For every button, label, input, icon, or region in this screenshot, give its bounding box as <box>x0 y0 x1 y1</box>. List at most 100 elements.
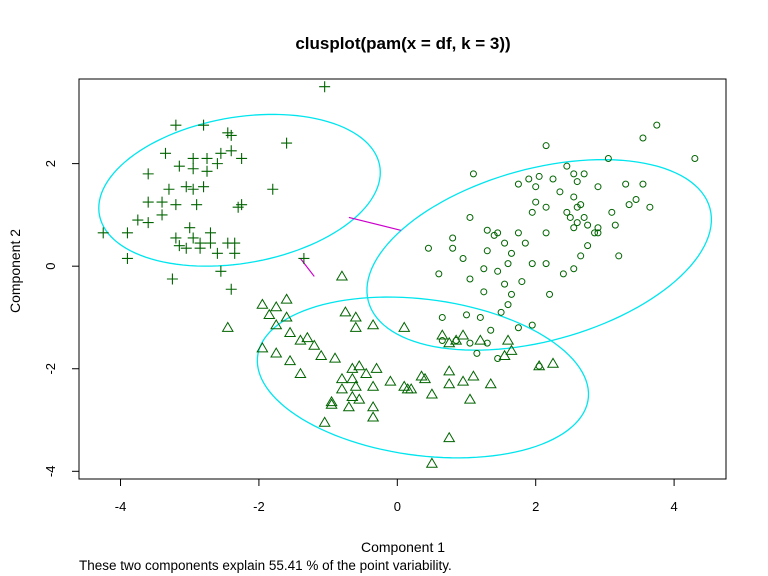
point-circle-25 <box>625 201 633 209</box>
point-circle-64 <box>466 275 474 283</box>
point-triangle-22 <box>328 352 342 363</box>
point-circle-33 <box>580 213 588 221</box>
x-tick-label: 2 <box>532 499 539 514</box>
point-circle-3 <box>691 154 699 162</box>
point-plus-24 <box>156 196 168 208</box>
point-plus-43 <box>180 242 192 254</box>
point-triangle-38 <box>467 370 480 381</box>
y-tick-label: 2 <box>43 160 58 167</box>
point-circle-73 <box>463 311 471 319</box>
point-circle-7 <box>469 170 477 178</box>
y-axis-label: Component 2 <box>7 229 23 313</box>
point-plus-2 <box>170 119 182 131</box>
point-triangle-50 <box>474 334 487 345</box>
point-triangle-9 <box>283 326 297 337</box>
point-triangle-40 <box>346 390 359 402</box>
point-circle-1 <box>653 121 661 129</box>
x-tick-label: -4 <box>115 499 127 514</box>
point-triangle-64 <box>456 375 470 386</box>
point-triangle-18 <box>349 311 362 322</box>
point-triangle-24 <box>346 362 359 373</box>
point-circle-52 <box>483 247 491 255</box>
point-circle-40 <box>591 229 599 237</box>
point-triangle-29 <box>294 367 307 378</box>
point-plus-26 <box>191 199 203 211</box>
point-plus-13 <box>187 163 199 175</box>
point-triangle-25 <box>370 362 383 373</box>
point-plus-35 <box>170 232 182 244</box>
point-triangle-48 <box>498 349 511 361</box>
point-circle-30 <box>608 208 616 216</box>
point-circle-55 <box>577 252 585 260</box>
point-triangle-23 <box>353 359 366 371</box>
point-triangle-53 <box>533 359 546 371</box>
point-circle-35 <box>584 221 592 229</box>
x-tick-label: 0 <box>394 499 401 514</box>
point-circle-75 <box>438 313 446 321</box>
point-circle-81 <box>514 324 522 332</box>
point-triangle-1 <box>335 270 349 281</box>
point-plus-3 <box>198 119 210 131</box>
point-triangle-41 <box>325 398 338 409</box>
point-triangle-34 <box>418 372 432 384</box>
point-triangle-43 <box>367 401 380 412</box>
point-circle-5 <box>604 154 612 162</box>
point-plus-31 <box>132 214 144 226</box>
point-circle-29 <box>563 208 571 216</box>
point-plus-32 <box>184 222 196 234</box>
plot-area <box>97 81 713 468</box>
point-triangle-58 <box>318 416 331 427</box>
point-triangle-2 <box>280 293 293 304</box>
point-triangle-10 <box>301 331 314 343</box>
point-triangle-35 <box>415 370 428 381</box>
point-triangle-27 <box>346 372 359 384</box>
point-triangle-62 <box>405 383 418 394</box>
point-plus-19 <box>187 183 199 195</box>
point-circle-23 <box>532 198 540 206</box>
point-circle-74 <box>476 313 484 321</box>
point-circle-43 <box>542 229 550 237</box>
point-triangle-16 <box>315 349 328 361</box>
point-circle-32 <box>466 213 474 221</box>
point-triangle-30 <box>349 380 362 391</box>
point-circle-45 <box>494 229 502 237</box>
point-circle-9 <box>580 170 588 178</box>
point-plus-7 <box>215 147 227 159</box>
point-triangle-28 <box>335 372 349 384</box>
point-triangle-33 <box>401 383 414 394</box>
point-triangle-45 <box>335 383 349 394</box>
cluster-ellipse-3 <box>256 296 590 459</box>
point-circle-82 <box>528 321 536 329</box>
point-triangle-49 <box>501 334 515 345</box>
point-triangle-39 <box>425 388 438 399</box>
point-triangle-56 <box>443 336 456 348</box>
point-circle-67 <box>501 280 509 288</box>
point-plus-28 <box>232 201 244 213</box>
axes: -4 -2 0 2 4 -4 -2 0 2 <box>43 160 678 514</box>
point-triangle-5 <box>263 308 276 319</box>
cluster-link-1 <box>348 216 401 231</box>
point-triangle-21 <box>349 321 362 332</box>
plot-frame <box>78 78 727 480</box>
point-triangle-13 <box>256 342 269 353</box>
point-circle-53 <box>507 249 515 257</box>
point-plus-29 <box>156 209 168 221</box>
point-plus-45 <box>211 247 223 259</box>
point-triangle-57 <box>325 395 338 407</box>
point-plus-9 <box>201 152 213 164</box>
point-plus-5 <box>225 129 237 141</box>
point-circle-72 <box>497 308 505 316</box>
point-plus-49 <box>166 273 178 285</box>
point-plus-46 <box>229 247 241 259</box>
point-plus-23 <box>142 196 154 208</box>
point-circle-66 <box>518 278 526 286</box>
point-circle-4 <box>542 142 550 150</box>
point-circle-15 <box>639 180 647 188</box>
point-triangle-51 <box>456 329 470 340</box>
point-circle-46 <box>449 234 457 242</box>
point-plus-12 <box>236 152 248 164</box>
point-circle-38 <box>594 224 602 232</box>
point-plus-14 <box>173 160 185 172</box>
point-plus-18 <box>198 181 210 193</box>
